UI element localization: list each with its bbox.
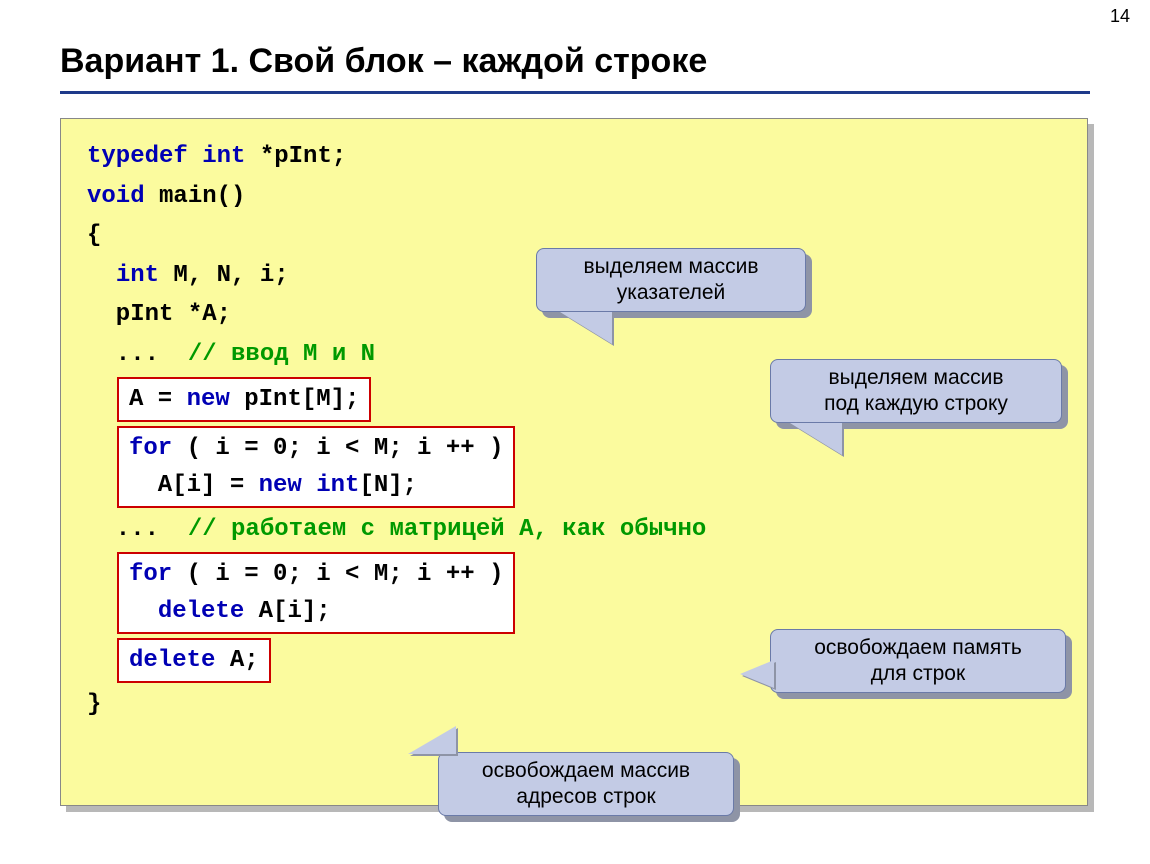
code-box: typedef int *pInt;void main(){ int M, N,…: [60, 118, 1088, 806]
callout-text: выделяем массив: [551, 254, 791, 280]
highlighted-code-block: for ( i = 0; i < M; i ++ ) A[i] = new in…: [117, 426, 515, 508]
callout-text: для строк: [785, 661, 1051, 687]
code-line: void main(): [87, 177, 1061, 217]
callout: освобождаем массивадресов строк: [438, 752, 734, 816]
callout-text: выделяем массив: [785, 365, 1047, 391]
callout-text: освобождаем память: [785, 635, 1051, 661]
callout: освобождаем памятьдля строк: [770, 629, 1066, 693]
callout-text: адресов строк: [453, 784, 719, 810]
callout-tail: [740, 660, 774, 688]
highlighted-code-block: A = new pInt[M];: [117, 377, 371, 422]
slide-title: Вариант 1. Свой блок – каждой строке: [60, 42, 1090, 94]
code-line: ... // работаем с матрицей A, как обычно: [87, 510, 1061, 550]
code-line: for ( i = 0; i < M; i ++ ): [129, 430, 503, 467]
callout-text: освобождаем массив: [453, 758, 719, 784]
callout-tail: [790, 423, 842, 455]
page-number: 14: [1110, 6, 1130, 27]
code-line: delete A;: [129, 642, 259, 679]
code-line: delete A[i];: [129, 593, 503, 630]
callout-text: под каждую строку: [785, 391, 1047, 417]
callout: выделяем массивпод каждую строку: [770, 359, 1062, 423]
highlighted-code-block: delete A;: [117, 638, 271, 683]
code-line: A[i] = new int[N];: [129, 467, 503, 504]
code-line: typedef int *pInt;: [87, 137, 1061, 177]
callout-text: указателей: [551, 280, 791, 306]
callout-tail: [408, 726, 456, 754]
highlighted-code-block: for ( i = 0; i < M; i ++ ) delete A[i];: [117, 552, 515, 634]
code-line: for ( i = 0; i < M; i ++ ): [129, 556, 503, 593]
callout-tail: [560, 312, 612, 344]
callout: выделяем массивуказателей: [536, 248, 806, 312]
code-line: A = new pInt[M];: [129, 381, 359, 418]
